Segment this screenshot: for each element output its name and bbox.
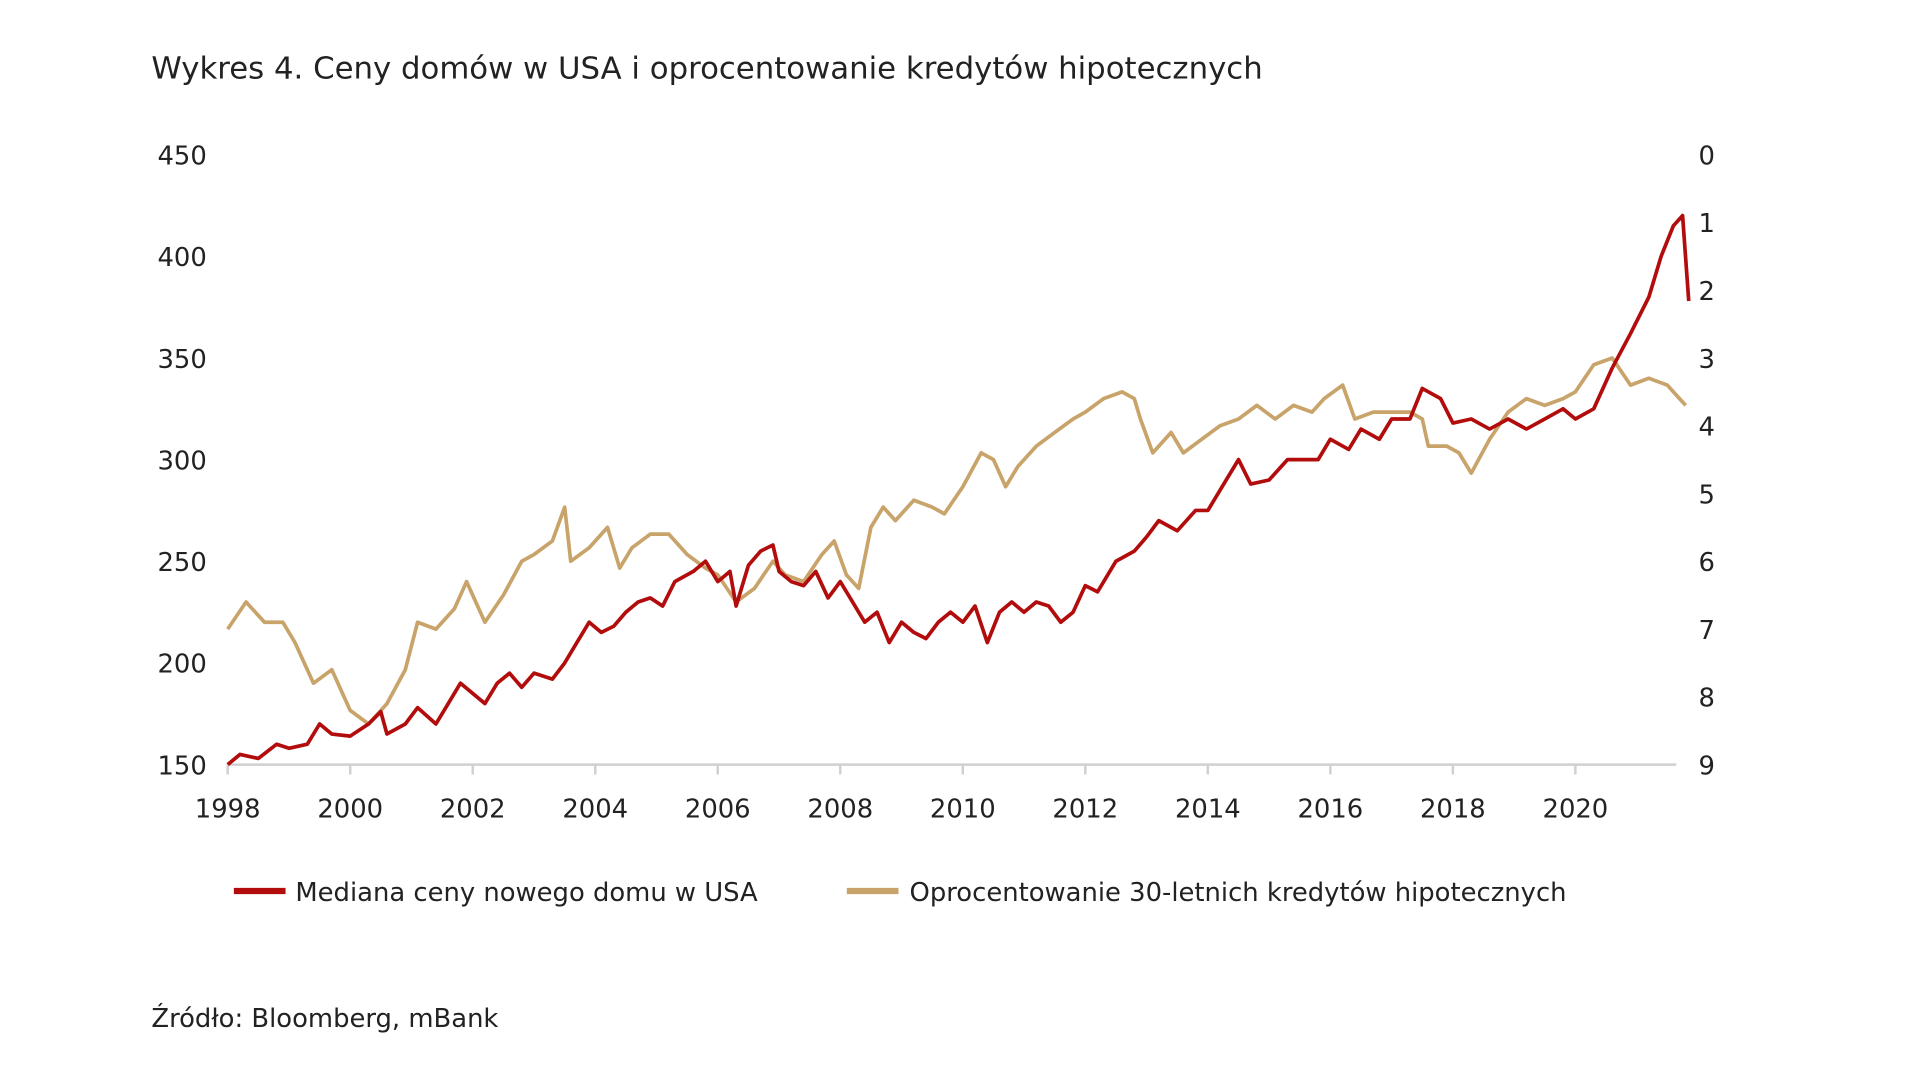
y-right-tick-label: 9 [1698, 751, 1714, 781]
y-right-tick-label: 0 [1698, 141, 1714, 171]
y-right-tick-label: 5 [1698, 480, 1714, 510]
price-line [226, 213, 1691, 767]
x-tick-label: 2000 [317, 794, 383, 824]
y-left-tick-label: 450 [157, 141, 206, 171]
source-note: Źródło: Bloomberg, mBank [151, 1002, 498, 1034]
y-left-tick-label: 250 [157, 548, 206, 578]
legend: Mediana ceny nowego domu w USA Oprocento… [233, 878, 1567, 908]
y-right-tick-label: 7 [1698, 616, 1714, 646]
y-right-tick-label: 6 [1698, 548, 1714, 578]
chart-title: Wykres 4. Ceny domów w USA i oprocentowa… [151, 51, 1262, 87]
legend-label-price: Mediana ceny nowego domu w USA [295, 878, 758, 908]
plot-area [226, 213, 1691, 767]
x-tick-label: 1998 [195, 794, 261, 824]
x-tick-label: 2016 [1297, 794, 1363, 824]
y-right-tick-label: 1 [1698, 209, 1714, 239]
y-left-tick-label: 350 [157, 345, 206, 375]
x-tick-label: 2010 [930, 794, 996, 824]
x-tick-label: 2006 [685, 794, 751, 824]
y-right-tick-label: 4 [1698, 413, 1714, 443]
x-tick-label: 2012 [1052, 794, 1118, 824]
axes: 1998 2000 2002 2004 2006 2008 2010 2012 2014 2016… [157, 141, 1714, 824]
y-right-tick-label: 2 [1698, 277, 1714, 307]
x-tick-label: 2002 [440, 794, 506, 824]
y-right-tick-label: 3 [1698, 345, 1714, 375]
x-tick-label: 2018 [1420, 794, 1486, 824]
y-left-tick-label: 200 [157, 650, 206, 680]
y-left-tick-label: 150 [157, 751, 206, 781]
legend-label-rate: Oprocentowanie 30-letnich kredytów hipot… [910, 878, 1567, 908]
x-tick-label: 2020 [1543, 794, 1609, 824]
x-tick-label: 2008 [807, 794, 873, 824]
y-right-tick-label: 8 [1698, 684, 1714, 714]
x-tick-label: 2014 [1175, 794, 1241, 824]
y-left-tick-label: 300 [157, 446, 206, 476]
rate-line [226, 356, 1688, 726]
x-tick-label: 2004 [562, 794, 628, 824]
y-left-tick-label: 400 [157, 243, 206, 273]
